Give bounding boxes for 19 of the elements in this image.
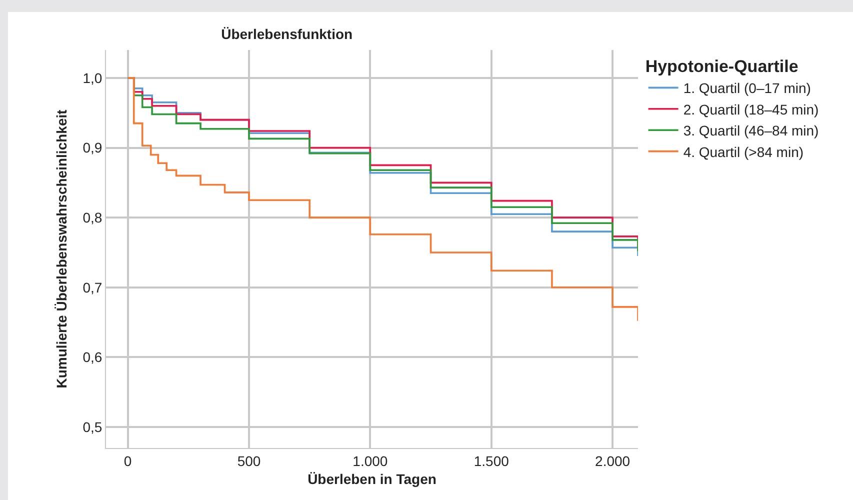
y-tick-label: 0,6 — [82, 349, 102, 366]
y-tick-label: 0,9 — [82, 140, 102, 156]
x-tick-label: 1.500 — [474, 452, 510, 469]
y-tick-label: 0,7 — [82, 279, 102, 296]
legend-label: 3. Quartil (46–84 min) — [683, 122, 819, 139]
x-axis-title: Überleben in Tagen — [308, 471, 436, 488]
x-tick-label: 0 — [124, 452, 132, 469]
y-tick-label: 0,8 — [82, 209, 102, 226]
legend-label: 1. Quartil (0–17 min) — [683, 80, 811, 96]
x-tick-label: 500 — [237, 452, 261, 469]
x-tick-label: 1.000 — [352, 452, 388, 469]
x-tick-label: 2.000 — [595, 452, 630, 469]
y-axis-title: Kumulierte Überlebenswahrscheinlichkeit — [53, 109, 70, 388]
y-tick-label: 0,5 — [82, 418, 102, 435]
legend-label: 4. Quartil (>84 min) — [683, 144, 804, 160]
y-tick-label: 1,0 — [82, 70, 102, 86]
legend-title: Hypotonie-Quartile — [645, 57, 798, 76]
legend-label: 2. Quartil (18–45 min) — [683, 101, 819, 118]
chart-title: Überlebensfunktion — [221, 26, 353, 42]
